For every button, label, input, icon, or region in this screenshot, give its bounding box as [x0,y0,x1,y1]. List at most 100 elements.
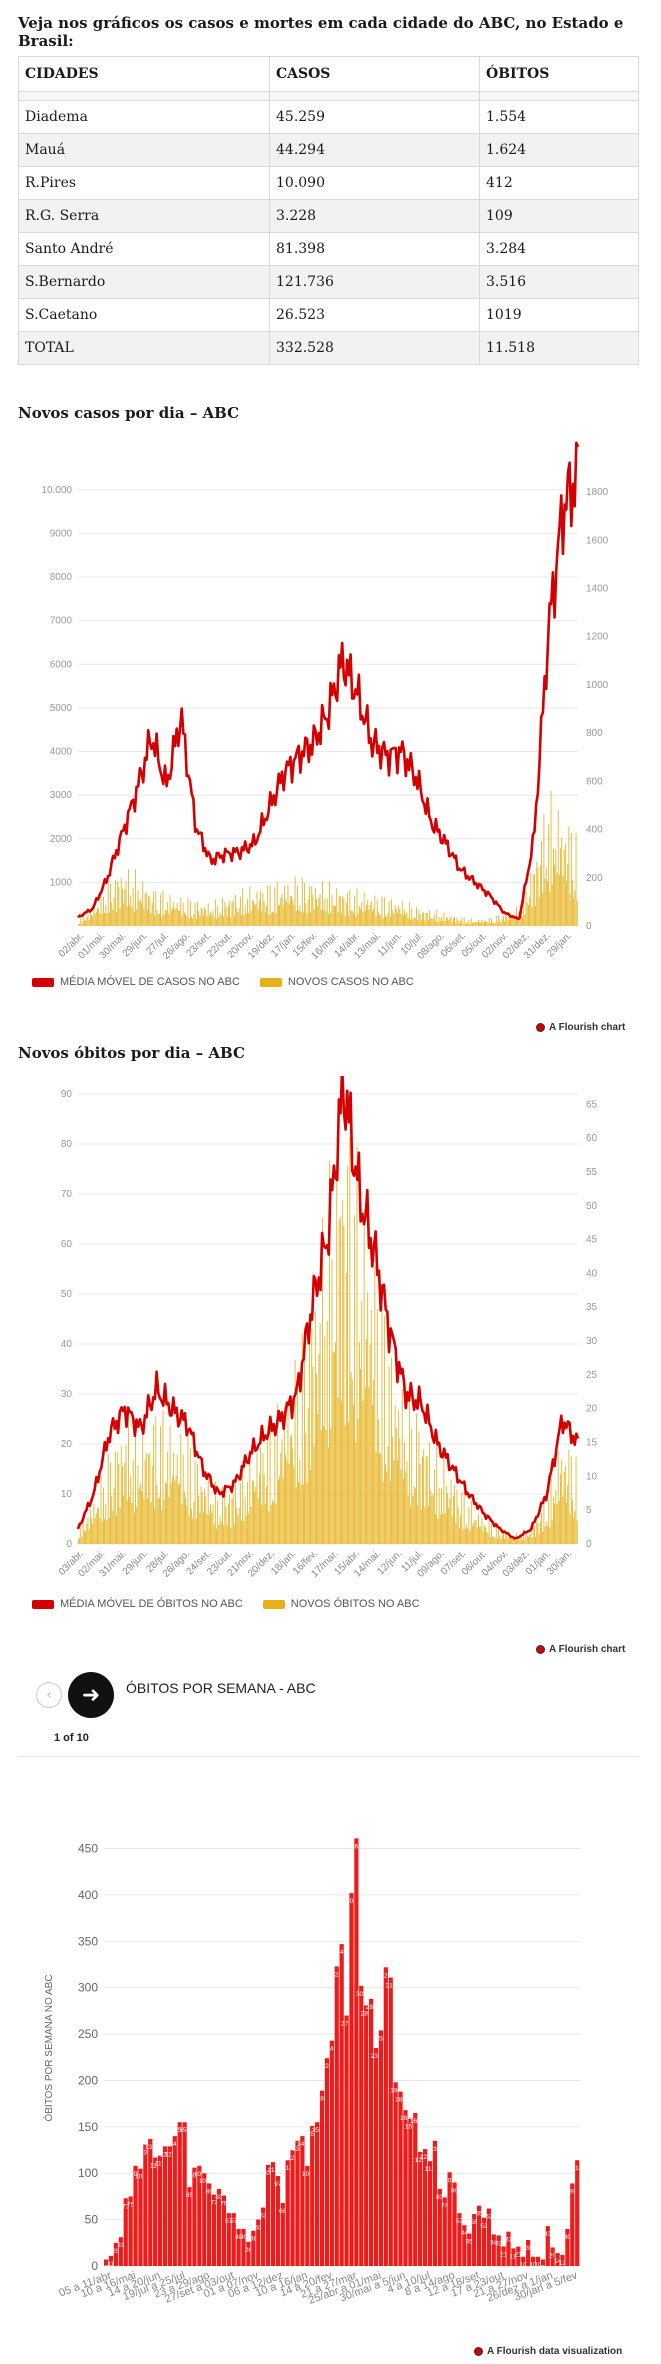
daily-bar [101,914,103,926]
legend-swatch-red [32,977,54,987]
daily-bar [201,909,203,926]
daily-bar [83,920,85,926]
daily-bar [339,1216,341,1544]
city-cell: Santo André [18,232,270,266]
daily-bar [381,896,383,926]
weekly-bar [108,2255,114,2266]
daily-bar [218,1524,220,1544]
daily-bar [532,874,534,926]
daily-bar [507,1538,509,1544]
story-prev-button[interactable]: ‹ [36,1682,62,1708]
daily-bar [217,1500,219,1544]
deaths-cell: 3.284 [479,232,639,266]
daily-bar [444,921,446,926]
daily-bar [383,1315,385,1544]
daily-bar [161,1509,163,1544]
daily-bar [180,1433,182,1544]
daily-bar [322,881,323,926]
daily-bar [395,908,397,926]
y2-tick-label: 1400 [586,584,609,595]
daily-bar [131,1502,133,1544]
daily-bar [381,1300,383,1544]
daily-bar [456,917,458,926]
daily-bar [314,887,316,926]
daily-bar [392,1436,394,1544]
moving-average-line [76,1076,580,1540]
cases-table: CIDADES CASOS ÓBITOS Diadema 45.259 1.554 M… [18,56,639,365]
daily-bar [264,911,266,926]
daily-bar [318,897,320,926]
daily-bar [129,904,131,926]
daily-bar [339,896,341,926]
weekly-bar [315,2122,320,2266]
weekly-bar [241,2228,246,2266]
daily-bar [453,1495,454,1544]
daily-bar [375,915,377,926]
bar-value-label: 62 [485,2213,493,2220]
daily-bar [394,905,396,926]
cases-cell: 44.294 [269,133,480,167]
daily-bar [256,891,258,926]
daily-bar [247,899,248,926]
daily-bar [356,1146,358,1544]
weekly-bar [246,2241,251,2266]
y2-tick-label: 15 [586,1438,598,1449]
y-tick-label: 1000 [50,877,73,888]
daily-bar [272,911,273,926]
daily-bar [557,1451,559,1544]
daily-bar [433,914,435,926]
daily-bar [150,913,152,926]
daily-bar [445,1486,447,1544]
daily-bar [197,902,198,926]
daily-bar [570,1456,572,1544]
daily-bar [550,791,552,926]
daily-bar [245,913,247,926]
daily-bar [397,913,398,926]
bar-value-label: 322 [380,1972,391,1979]
bar-value-label: 126 [420,2154,431,2161]
daily-bar [528,904,529,926]
daily-bar [344,1425,346,1544]
flourish-credit-2[interactable]: A Flourish chart [536,1644,625,1655]
daily-bar [260,890,261,926]
daily-bar [132,887,134,926]
weekly-bar [354,1838,359,2266]
daily-bar [357,1418,359,1544]
bar-value-label: 26 [245,2247,253,2254]
weekly-bar [373,2048,379,2266]
daily-bar [529,1534,531,1544]
daily-bar [536,1520,538,1544]
daily-bar [554,1504,556,1544]
daily-bar [380,915,382,926]
daily-bar [162,890,164,926]
daily-bar [322,1218,323,1544]
daily-bar [242,887,244,926]
daily-bar [498,915,500,926]
daily-bar [141,903,142,926]
daily-bar [210,1504,211,1544]
flourish-credit-1[interactable]: A Flourish chart [536,1022,625,1033]
daily-bar [347,1166,348,1544]
daily-bar [223,1525,225,1544]
weekly-bar [305,2165,310,2266]
daily-bar [197,1463,198,1544]
daily-bar [82,915,84,926]
daily-bar [212,910,214,926]
daily-bar [304,882,306,926]
daily-bar [498,1526,500,1544]
daily-bar [241,915,242,926]
daily-bar [473,1523,475,1544]
daily-bar [500,922,502,926]
weekly-bar [128,2196,133,2266]
daily-bar [335,1342,336,1544]
daily-bar [529,897,531,926]
weekly-bar [211,2194,217,2266]
daily-bar [178,1484,179,1544]
daily-bar [251,1480,253,1544]
flourish-credit-3[interactable]: A Flourish data visualization [474,2346,622,2357]
daily-bar [548,1499,550,1544]
daily-bar [489,923,491,926]
daily-bar [292,899,294,926]
story-next-button[interactable]: ➜ [68,1672,114,1718]
daily-bar [206,916,208,926]
